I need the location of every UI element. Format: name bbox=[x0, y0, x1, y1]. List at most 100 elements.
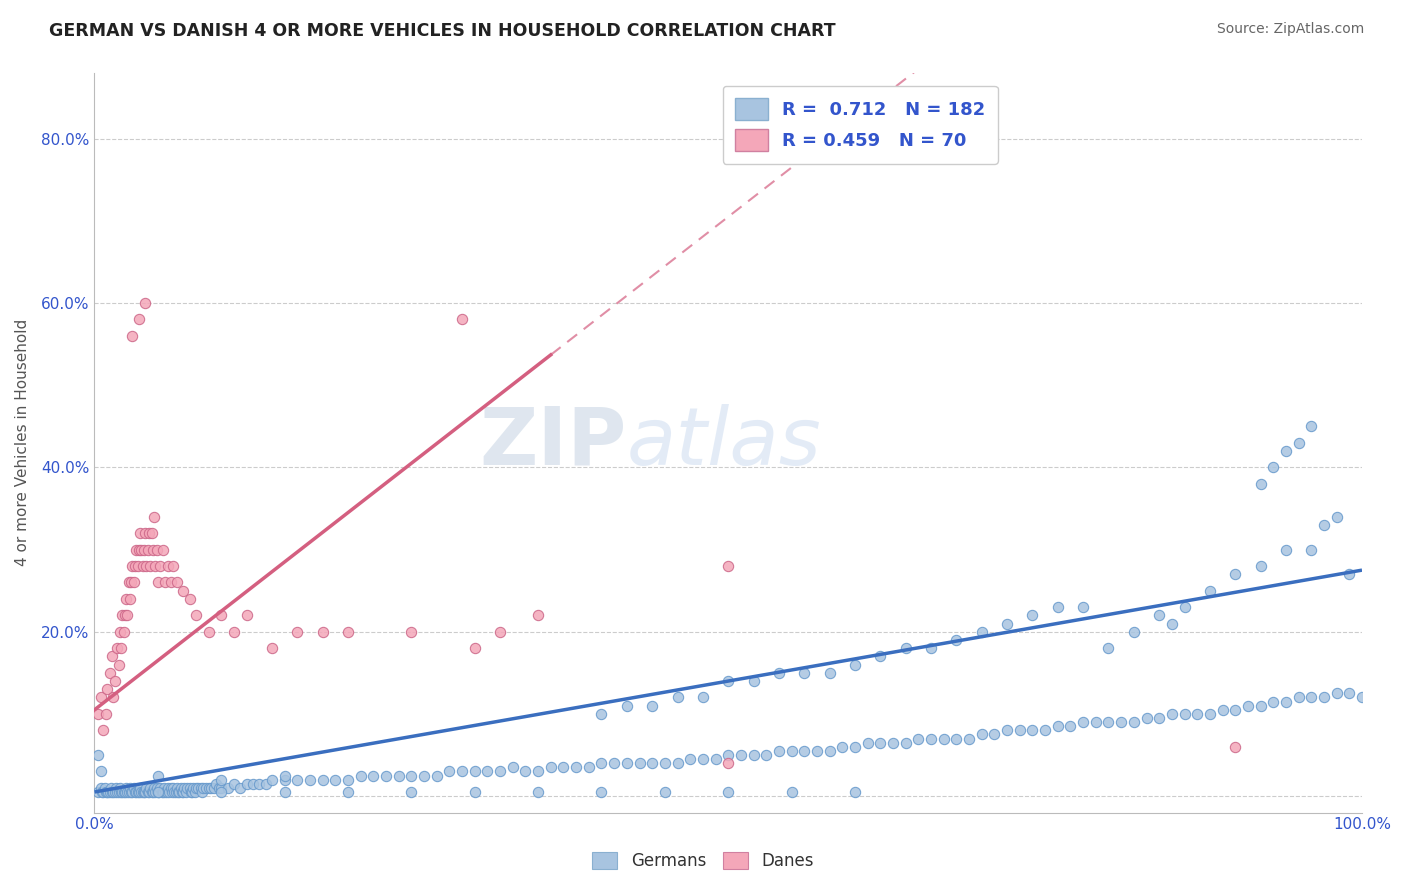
Point bbox=[780, 785, 803, 799]
Point bbox=[464, 785, 486, 799]
Point bbox=[122, 575, 145, 590]
Point bbox=[1097, 641, 1119, 656]
Point bbox=[105, 641, 128, 656]
Point bbox=[156, 785, 179, 799]
Point bbox=[273, 772, 295, 787]
Point bbox=[125, 542, 148, 557]
Point bbox=[120, 575, 142, 590]
Point bbox=[363, 768, 385, 782]
Point bbox=[87, 706, 110, 721]
Point bbox=[1326, 509, 1348, 524]
Point bbox=[1288, 435, 1310, 450]
Point bbox=[91, 785, 114, 799]
Point bbox=[128, 542, 150, 557]
Point bbox=[187, 780, 209, 795]
Point bbox=[97, 785, 120, 799]
Point bbox=[209, 608, 232, 623]
Point bbox=[1339, 567, 1361, 582]
Point bbox=[254, 777, 277, 791]
Point bbox=[616, 698, 638, 713]
Point bbox=[155, 785, 177, 799]
Point bbox=[146, 768, 169, 782]
Point bbox=[157, 785, 180, 799]
Point bbox=[995, 616, 1018, 631]
Point bbox=[285, 772, 308, 787]
Point bbox=[167, 785, 190, 799]
Point bbox=[235, 608, 257, 623]
Point bbox=[336, 785, 359, 799]
Point bbox=[844, 739, 866, 754]
Point bbox=[591, 785, 613, 799]
Point bbox=[1250, 698, 1272, 713]
Point bbox=[489, 764, 512, 779]
Point bbox=[208, 780, 231, 795]
Point bbox=[111, 608, 134, 623]
Point bbox=[143, 780, 166, 795]
Point bbox=[104, 785, 127, 799]
Point bbox=[1263, 460, 1285, 475]
Point bbox=[666, 690, 689, 705]
Point bbox=[591, 756, 613, 771]
Point bbox=[118, 575, 141, 590]
Point bbox=[1173, 706, 1195, 721]
Point bbox=[970, 727, 993, 741]
Point bbox=[105, 780, 128, 795]
Point bbox=[131, 785, 153, 799]
Point bbox=[1225, 739, 1247, 754]
Point bbox=[336, 624, 359, 639]
Point bbox=[869, 736, 891, 750]
Point bbox=[134, 785, 156, 799]
Point bbox=[768, 665, 790, 680]
Point bbox=[995, 723, 1018, 738]
Point bbox=[143, 785, 166, 799]
Point bbox=[108, 624, 131, 639]
Point bbox=[169, 785, 191, 799]
Point bbox=[1059, 719, 1081, 733]
Point bbox=[110, 641, 132, 656]
Point bbox=[768, 744, 790, 758]
Point bbox=[717, 785, 740, 799]
Point bbox=[160, 785, 183, 799]
Point bbox=[742, 674, 765, 689]
Point bbox=[222, 624, 245, 639]
Point bbox=[1301, 690, 1323, 705]
Point bbox=[114, 785, 136, 799]
Point bbox=[527, 785, 550, 799]
Point bbox=[222, 777, 245, 791]
Point bbox=[96, 682, 118, 697]
Point bbox=[679, 752, 702, 766]
Point bbox=[155, 575, 177, 590]
Point bbox=[132, 542, 155, 557]
Point bbox=[197, 624, 219, 639]
Point bbox=[666, 756, 689, 771]
Point bbox=[181, 785, 204, 799]
Point bbox=[132, 785, 155, 799]
Point bbox=[146, 785, 169, 799]
Point bbox=[118, 591, 141, 606]
Point bbox=[166, 780, 188, 795]
Point bbox=[273, 768, 295, 782]
Point bbox=[1288, 690, 1310, 705]
Point bbox=[616, 756, 638, 771]
Point bbox=[169, 780, 191, 795]
Point bbox=[273, 785, 295, 799]
Point bbox=[142, 542, 165, 557]
Point bbox=[1225, 703, 1247, 717]
Point bbox=[184, 780, 207, 795]
Point bbox=[111, 785, 134, 799]
Point bbox=[515, 764, 537, 779]
Point bbox=[146, 785, 169, 799]
Point bbox=[957, 731, 980, 746]
Point bbox=[970, 624, 993, 639]
Point bbox=[1301, 542, 1323, 557]
Point bbox=[149, 780, 172, 795]
Point bbox=[235, 777, 257, 791]
Point bbox=[165, 785, 187, 799]
Point bbox=[1122, 624, 1144, 639]
Point bbox=[869, 649, 891, 664]
Point bbox=[1160, 706, 1182, 721]
Point bbox=[103, 785, 125, 799]
Point bbox=[131, 559, 153, 574]
Point bbox=[152, 785, 174, 799]
Point bbox=[806, 744, 828, 758]
